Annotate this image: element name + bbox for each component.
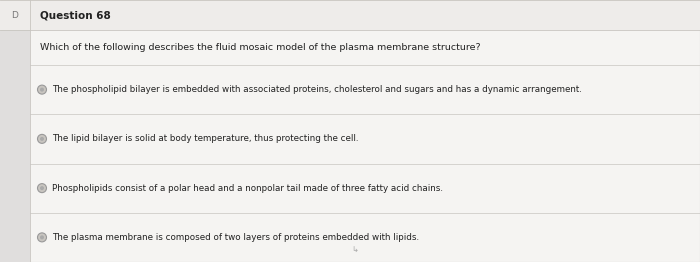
Text: D: D — [12, 10, 18, 19]
FancyBboxPatch shape — [0, 0, 30, 262]
Text: ↳: ↳ — [351, 245, 358, 254]
Circle shape — [40, 88, 44, 92]
Text: Which of the following describes the fluid mosaic model of the plasma membrane s: Which of the following describes the flu… — [40, 43, 481, 52]
Text: The plasma membrane is composed of two layers of proteins embedded with lipids.: The plasma membrane is composed of two l… — [52, 233, 419, 242]
Text: Question 68: Question 68 — [40, 10, 111, 20]
Circle shape — [40, 186, 44, 190]
Circle shape — [38, 184, 46, 193]
FancyBboxPatch shape — [0, 0, 700, 30]
Text: The phospholipid bilayer is embedded with associated proteins, cholesterol and s: The phospholipid bilayer is embedded wit… — [52, 85, 582, 94]
Circle shape — [40, 137, 44, 141]
Circle shape — [40, 235, 44, 239]
Circle shape — [38, 134, 46, 143]
Circle shape — [38, 233, 46, 242]
Circle shape — [38, 85, 46, 94]
Text: Phospholipids consist of a polar head and a nonpolar tail made of three fatty ac: Phospholipids consist of a polar head an… — [52, 184, 443, 193]
Text: The lipid bilayer is solid at body temperature, thus protecting the cell.: The lipid bilayer is solid at body tempe… — [52, 134, 358, 143]
